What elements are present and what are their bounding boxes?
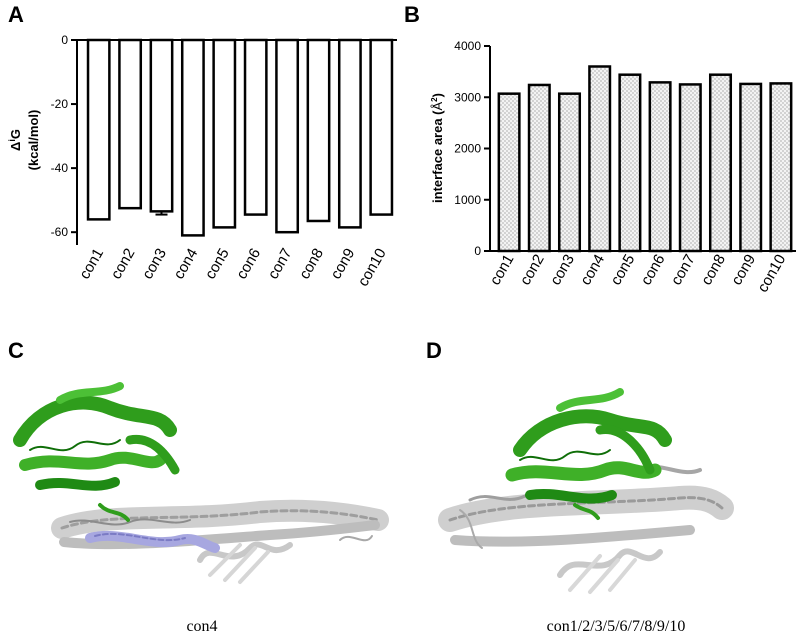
panel-label-c: C [8,338,24,363]
chart-b-y-tick-label: 2000 [454,142,481,156]
chart-b-ylabel-unit: Å [430,101,445,110]
chart-a-bar [306,38,331,223]
chart-b-y-tick-label: 1000 [454,193,481,207]
chart-a-bar [149,38,174,213]
chart-b-bar [769,82,793,253]
chart-a-category-label: con7 [265,246,296,283]
chart-b-category-label: con10 [754,252,789,296]
chart-b-bar [588,65,612,253]
structure-c-blue-helix [85,530,220,553]
chart-b-bar [527,83,551,253]
chart-a-category-label: con10 [355,246,390,290]
structure-d-green-domain [505,388,672,520]
chart-b-category-label: con3 [547,252,578,289]
chart-a-category-label: con2 [108,246,139,283]
panel-label-d: D [426,338,442,363]
chart-b-bar [648,81,672,253]
chart-a-bar [243,38,268,216]
chart-b-category-label: con8 [698,252,729,289]
chart-b-ylabel: interface area (Å2) [430,93,445,203]
panel-label-b: B [404,2,420,27]
chart-b-bar [739,82,763,253]
chart-a-bar [86,38,111,221]
chart-a-category-label: con3 [139,246,170,283]
chart-b-category-label: con6 [638,252,669,289]
chart-a-ylabel-unit: (kcal/mol) [26,110,41,171]
chart-b-category-label: con9 [728,252,759,289]
chart-a-y-tick-label: 0 [61,33,68,47]
caption-d: con1/2/3/5/6/7/8/9/10 [547,618,686,635]
chart-b-category-label: con2 [517,252,548,289]
chart-b-category-label: con1 [487,252,518,289]
chart-b-y-tick-label: 0 [474,244,481,258]
chart-b-category-label: con7 [668,252,699,289]
chart-a-ylabel-delta: Δ [8,142,23,151]
chart-b-y-tick-label: 4000 [454,39,481,53]
chart-b-bar [497,92,521,253]
chart-b-category-label: con5 [607,252,638,289]
chart-b-bar [557,92,582,253]
chart-a-category-label: con1 [76,246,107,283]
chart-a-category-label: con8 [296,246,327,283]
chart-a-y-tick-label: -40 [51,161,69,175]
chart-a-category-label: con5 [202,246,233,283]
chart-a-category-label: con9 [327,246,358,283]
chart-b-bar [678,83,702,253]
chart-a-category-label: con4 [170,246,201,283]
chart-a-bar [212,38,237,229]
chart-a-bar [337,38,362,229]
chart-b-interface-area: interface area (Å2) 0 1000 2000 3000 4000 con… [430,39,796,295]
caption-c: con4 [186,618,217,635]
chart-b-ylabel-sup: 2 [430,97,439,102]
chart-a-ylabel-g: G [8,129,23,139]
chart-b-bar [618,73,642,253]
chart-b-ylabel-text: interface area ( [430,110,445,203]
chart-a-ylabel: ΔiG [7,129,23,151]
structure-c-gray-body [51,499,389,584]
structure-c-green-domain [13,382,180,522]
chart-a-bar [369,38,394,216]
chart-b-bar [708,73,733,253]
chart-b-y-tick-label: 3000 [454,90,481,104]
panel-label-a: A [8,2,24,27]
chart-a-bar [180,38,205,237]
structure-d-gray-body [438,464,734,594]
chart-a-bar [118,38,143,210]
structure-image-d [438,388,734,594]
chart-a-bar [275,38,300,234]
chart-b-ylabel-close: ) [430,93,445,97]
chart-a-y-tick-label: -60 [51,225,69,239]
structure-image-c [13,382,389,584]
chart-b-category-label: con4 [577,252,608,289]
chart-a-ylabel-sup: i [7,139,17,142]
chart-a-y-tick-label: -20 [51,97,69,111]
chart-a-category-label: con6 [233,246,264,283]
